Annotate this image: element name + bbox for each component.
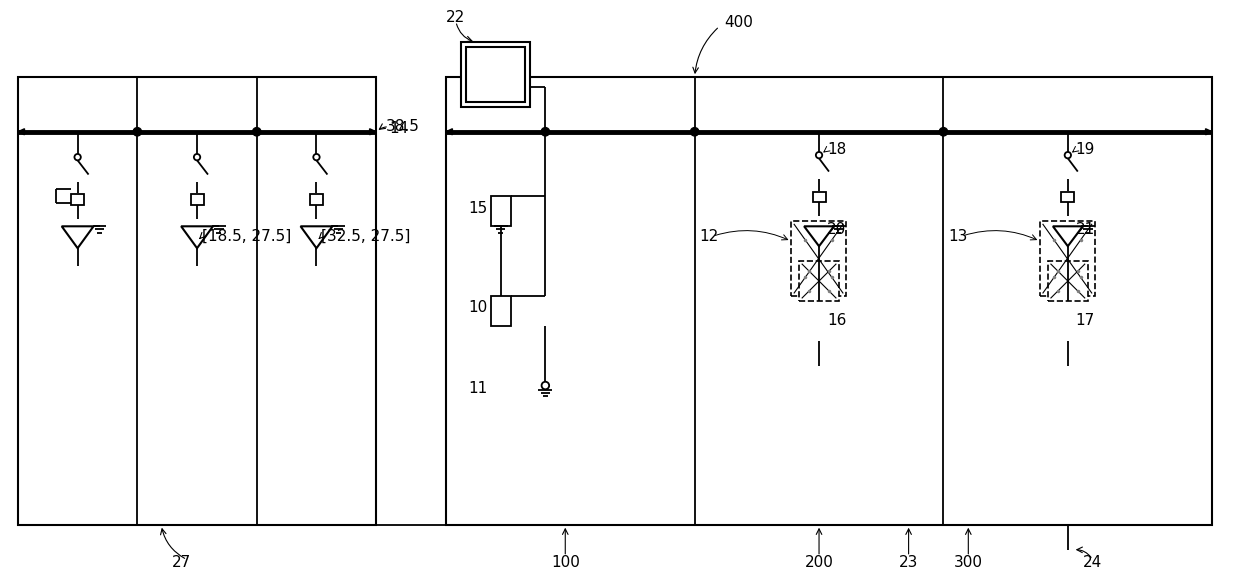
Text: 14: 14	[389, 122, 408, 137]
Polygon shape	[300, 226, 332, 248]
Text: 100: 100	[551, 555, 580, 570]
Text: 38.5: 38.5	[386, 119, 420, 134]
Polygon shape	[17, 129, 25, 135]
Text: 400: 400	[724, 15, 754, 30]
Polygon shape	[1053, 226, 1083, 246]
Text: 22: 22	[446, 10, 465, 25]
Bar	[466, 47, 526, 102]
Bar	[71, 194, 84, 205]
Text: [32.5, 27.5]: [32.5, 27.5]	[321, 229, 410, 244]
Bar	[310, 194, 322, 205]
Text: 300: 300	[954, 555, 983, 570]
Text: 16: 16	[827, 313, 847, 328]
Text: 12: 12	[699, 229, 719, 244]
Polygon shape	[804, 226, 835, 246]
Circle shape	[253, 127, 260, 136]
Bar	[1040, 221, 1095, 296]
Text: [18.5, 27.5]: [18.5, 27.5]	[202, 229, 291, 244]
Polygon shape	[181, 226, 213, 248]
Bar	[1061, 192, 1074, 202]
Polygon shape	[370, 129, 376, 135]
Polygon shape	[446, 129, 453, 135]
Circle shape	[541, 127, 549, 136]
Text: 23: 23	[899, 555, 919, 570]
Text: 27: 27	[172, 555, 191, 570]
Bar	[812, 192, 826, 202]
Bar	[799, 261, 839, 301]
Text: 200: 200	[805, 555, 833, 570]
Bar	[791, 221, 846, 296]
Bar	[446, 77, 1213, 525]
Text: 17: 17	[1076, 313, 1095, 328]
Text: 20: 20	[827, 222, 846, 237]
Circle shape	[133, 127, 141, 136]
Polygon shape	[1205, 129, 1213, 135]
Text: 18: 18	[827, 142, 846, 157]
Bar	[461, 42, 531, 107]
Bar	[491, 196, 511, 226]
Circle shape	[691, 127, 699, 136]
Text: 19: 19	[1076, 142, 1095, 157]
Bar	[491, 296, 511, 326]
Text: 10: 10	[469, 301, 489, 316]
Text: 13: 13	[949, 229, 967, 244]
Circle shape	[939, 127, 947, 136]
Bar	[191, 194, 203, 205]
Bar	[1048, 261, 1087, 301]
Text: 11: 11	[469, 381, 489, 396]
Text: 15: 15	[469, 201, 489, 216]
Text: 21: 21	[1076, 222, 1095, 237]
Text: 24: 24	[1083, 555, 1102, 570]
Bar	[17, 77, 376, 525]
Polygon shape	[62, 226, 93, 248]
